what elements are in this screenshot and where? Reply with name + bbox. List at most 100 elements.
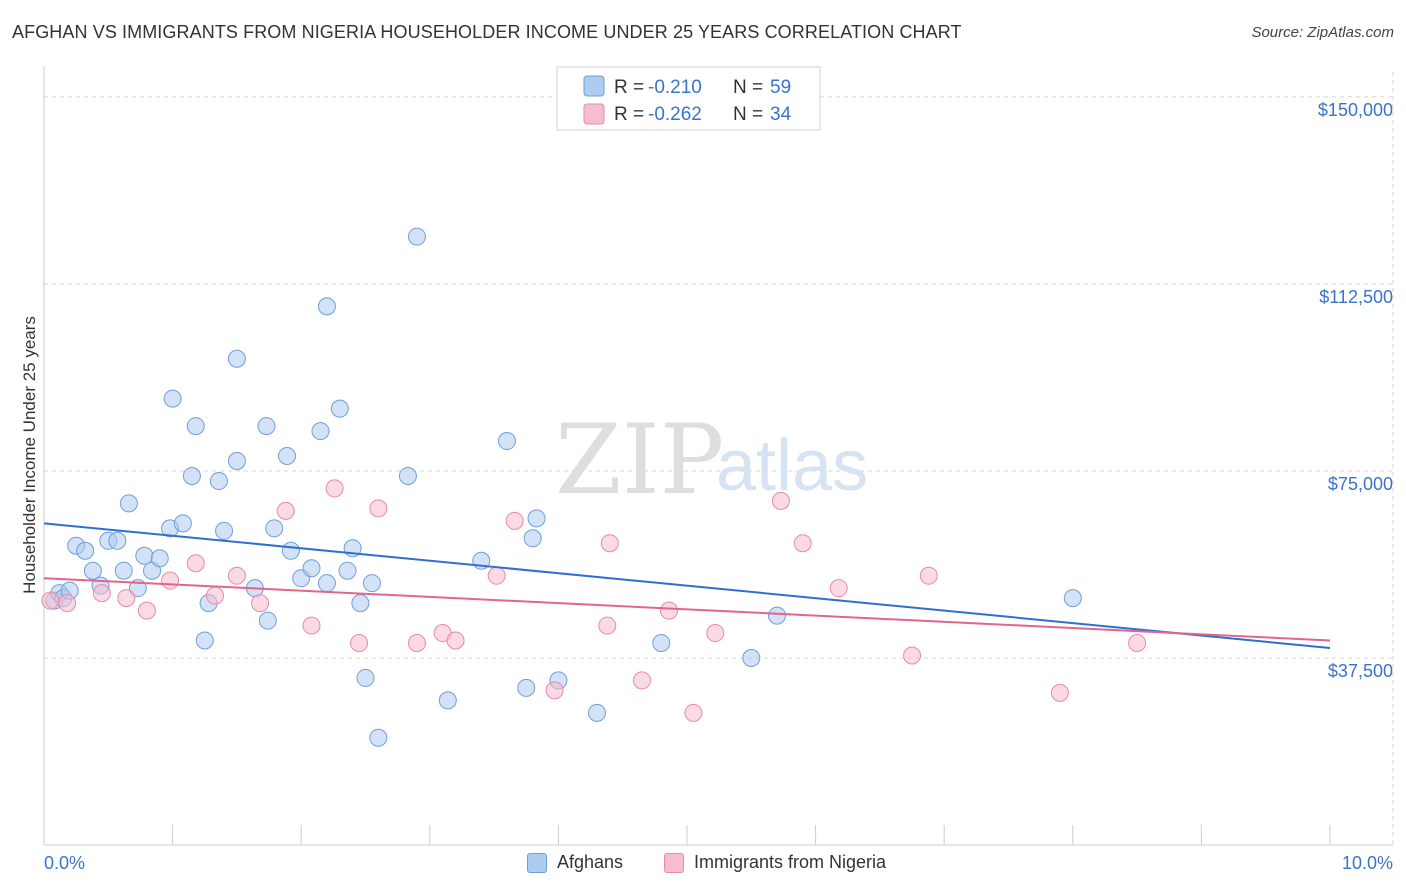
data-point	[137, 601, 156, 620]
x-tick-label-max: 10.0%	[1342, 853, 1393, 873]
data-point	[350, 634, 369, 653]
data-point	[487, 566, 506, 585]
data-point	[182, 466, 201, 485]
watermark: ZIP atlas	[555, 404, 868, 516]
data-point	[186, 417, 205, 436]
data-point	[1063, 589, 1082, 608]
stats-swatch-nigeria	[583, 103, 605, 125]
legend-label-nigeria: Immigrants from Nigeria	[694, 852, 887, 872]
x-tick-label-min: 0.0%	[44, 853, 85, 873]
y-tick-label: $37,500	[1328, 661, 1393, 681]
stats-legend: R = -0.210 N = 59 R = -0.262 N = 34	[556, 66, 821, 131]
data-point	[587, 703, 606, 722]
data-point	[768, 606, 787, 625]
data-point	[659, 601, 678, 620]
legend-label-afghans: Afghans	[557, 852, 624, 872]
data-point	[505, 511, 524, 530]
data-point	[58, 594, 77, 613]
data-point	[527, 509, 546, 528]
data-point	[497, 432, 516, 451]
data-point	[903, 646, 922, 665]
legend-item-nigeria[interactable]: Immigrants from Nigeria	[664, 852, 886, 873]
data-point	[108, 531, 127, 550]
data-point	[276, 501, 295, 520]
data-point	[600, 534, 619, 553]
trend-line-afghans	[43, 522, 1331, 650]
data-point	[598, 616, 617, 635]
legend-item-afghans[interactable]: Afghans	[527, 852, 623, 873]
watermark-zip: ZIP	[555, 404, 724, 516]
data-point	[407, 227, 426, 246]
stats-n-value-nigeria: 34	[770, 104, 792, 125]
stats-r-value-nigeria: -0.262	[648, 104, 702, 125]
y-tick-label: $150,000	[1318, 100, 1393, 120]
data-point	[206, 586, 225, 605]
data-point	[83, 561, 102, 580]
x-tick-labels: 0.0% 10.0%	[44, 853, 1393, 873]
data-point	[302, 616, 321, 635]
data-point	[281, 541, 300, 560]
data-point	[517, 678, 536, 697]
data-point	[706, 624, 725, 643]
data-point	[173, 514, 192, 533]
data-point	[258, 611, 277, 630]
data-point	[117, 589, 136, 608]
stats-swatch-afghans	[583, 75, 605, 97]
data-point	[369, 499, 388, 518]
data-point	[227, 349, 246, 368]
data-point	[1128, 634, 1147, 653]
data-point	[742, 648, 761, 667]
stats-r-value-afghans: -0.210	[648, 77, 702, 98]
data-point	[446, 631, 465, 650]
data-point	[545, 681, 564, 700]
data-point	[829, 579, 848, 598]
data-point	[227, 451, 246, 470]
data-point	[195, 631, 214, 650]
data-point	[186, 554, 205, 573]
watermark-atlas: atlas	[716, 426, 868, 506]
data-point	[919, 566, 938, 585]
data-point	[523, 529, 542, 548]
data-point	[302, 559, 321, 578]
data-point	[338, 561, 357, 580]
data-point	[317, 297, 336, 316]
data-point	[438, 691, 457, 710]
data-point	[227, 566, 246, 585]
chart-title: AFGHAN VS IMMIGRANTS FROM NIGERIA HOUSEH…	[12, 22, 962, 42]
stats-r-label-afghans: R =	[614, 77, 644, 98]
data-point	[398, 466, 417, 485]
legend-swatch-nigeria	[664, 852, 684, 873]
data-point	[317, 574, 336, 593]
stats-r-label-nigeria: R =	[614, 104, 644, 125]
legend-swatch-afghans	[527, 852, 547, 873]
data-point	[265, 519, 284, 538]
data-point	[150, 549, 169, 568]
data-point	[251, 594, 270, 613]
data-point	[632, 671, 651, 690]
data-point	[351, 594, 370, 613]
data-point	[407, 634, 426, 653]
stats-n-value-afghans: 59	[770, 77, 791, 98]
data-point	[135, 546, 154, 565]
data-point	[209, 471, 228, 490]
data-point	[257, 417, 276, 436]
data-point	[278, 447, 297, 466]
y-tick-labels: $37,500 $75,000 $112,500 $150,000	[1318, 100, 1393, 681]
data-point	[362, 574, 381, 593]
data-point	[119, 494, 138, 513]
data-point	[114, 561, 133, 580]
trend-line-nigeria	[43, 577, 1331, 642]
data-point	[41, 591, 60, 610]
data-point	[163, 389, 182, 408]
data-point	[771, 491, 790, 510]
stats-n-label-nigeria: N =	[733, 104, 763, 125]
data-point	[92, 584, 111, 603]
trend-lines	[43, 522, 1331, 650]
data-point	[161, 571, 180, 590]
stats-n-label-afghans: N =	[733, 77, 763, 98]
data-point	[684, 703, 703, 722]
data-point	[76, 541, 95, 560]
y-tick-label: $112,500	[1319, 287, 1393, 307]
data-point	[330, 399, 349, 418]
